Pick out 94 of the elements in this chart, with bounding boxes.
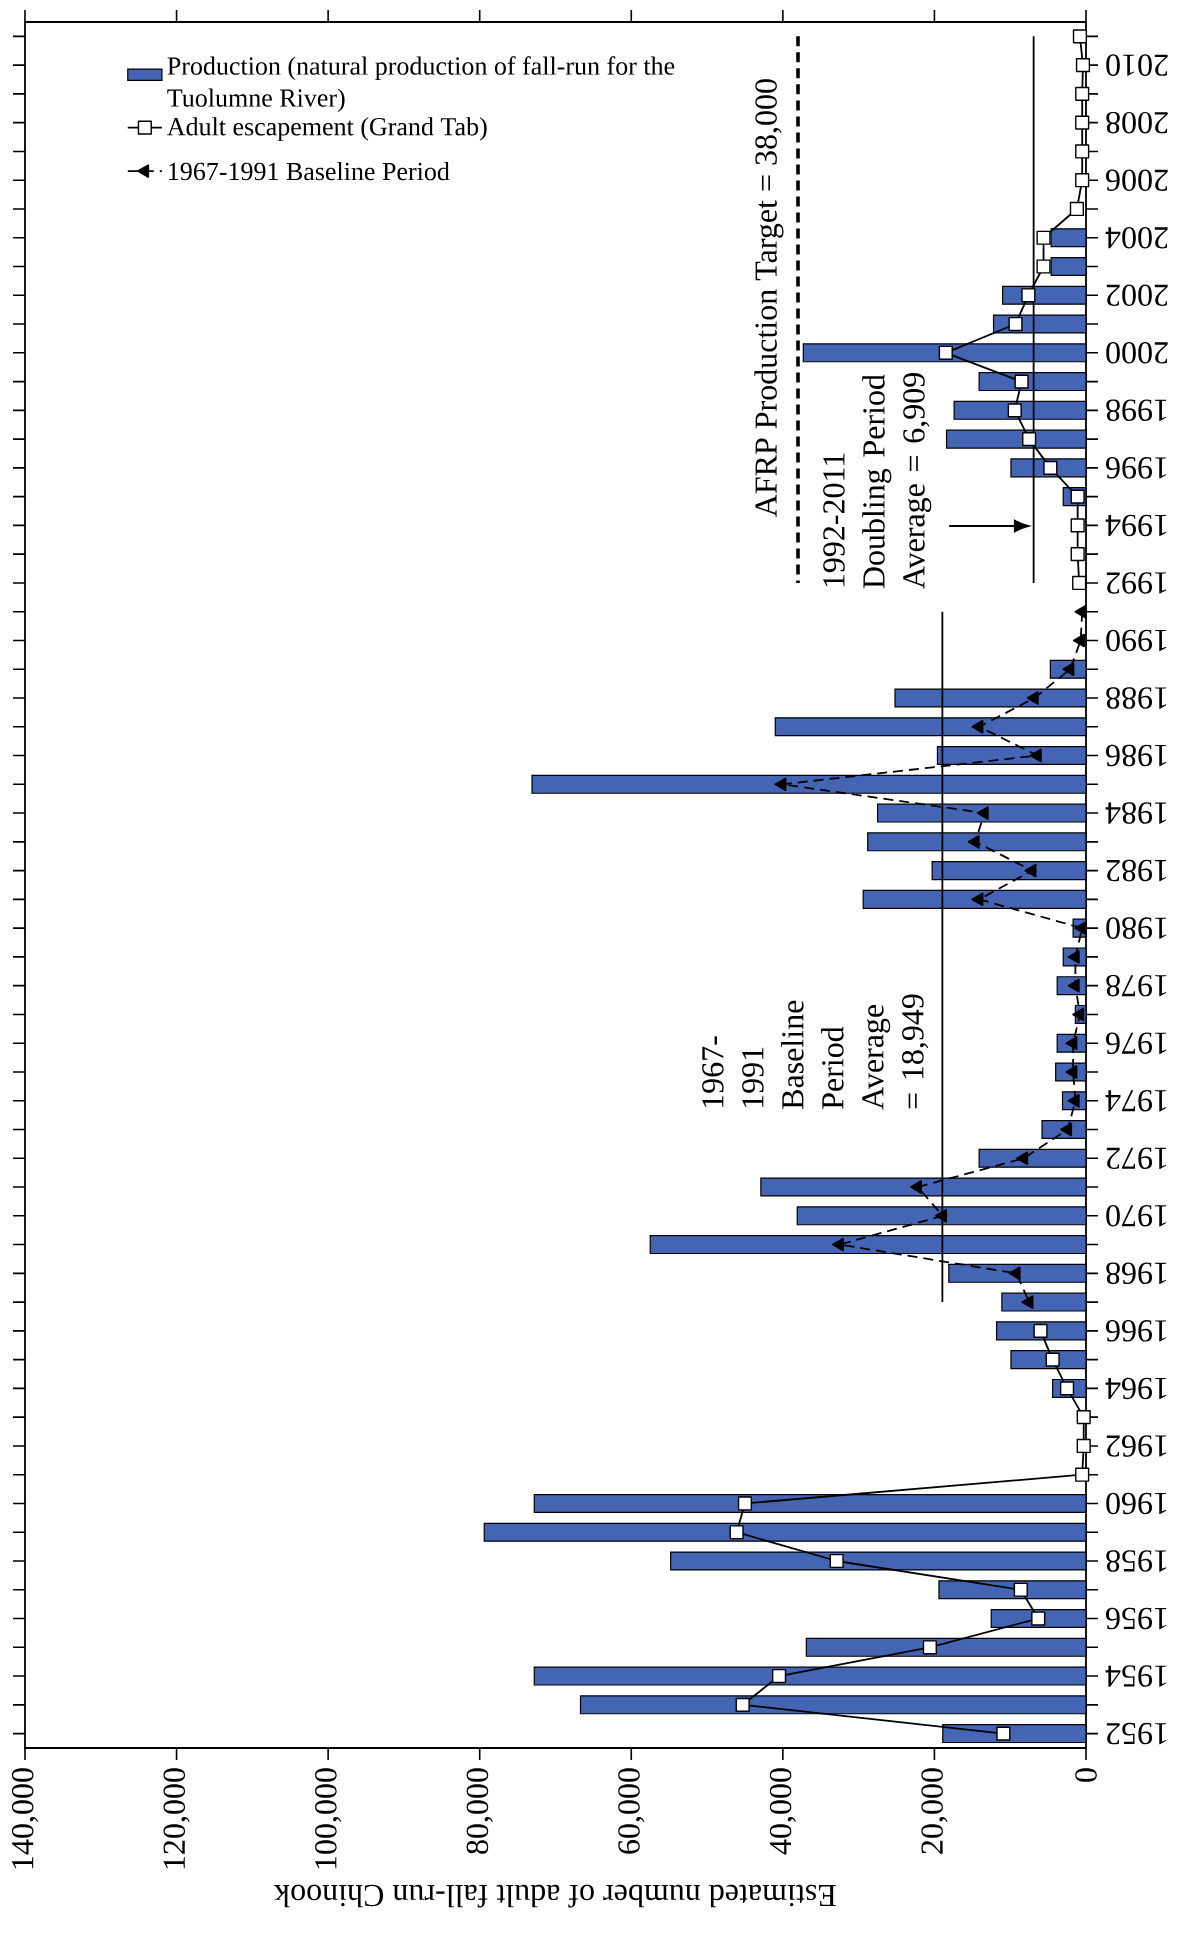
- point: [1013, 1582, 1028, 1597]
- point: [1074, 604, 1087, 619]
- annotation: 1967-1991 Baseline Period Average = 18,949: [702, 994, 929, 1110]
- point: [1076, 1410, 1091, 1425]
- y-tick-label: 1954: [1105, 1665, 1167, 1687]
- point: [1008, 316, 1023, 332]
- point: [910, 1180, 923, 1194]
- point: [1021, 1295, 1034, 1309]
- y-tick-label: 1968: [1106, 1262, 1167, 1285]
- point: [967, 835, 980, 849]
- point: [1043, 460, 1058, 475]
- point: [735, 1697, 750, 1712]
- point: [1076, 1438, 1091, 1454]
- point: [938, 345, 953, 360]
- point: [1016, 1151, 1029, 1166]
- x-tick-label: 20,000: [921, 1768, 948, 1854]
- point: [1029, 748, 1042, 763]
- y-tick-label: 2004: [1105, 226, 1168, 249]
- y-tick-label: 2006: [1106, 169, 1168, 191]
- y-tick-label: 1992: [1106, 572, 1167, 594]
- y-tick-label: 1970: [1106, 1205, 1167, 1227]
- legend-label: Production (natural production of fall-run for the Tuolumne River): [167, 56, 675, 113]
- y-tick-label: 2000: [1106, 342, 1168, 364]
- point: [1072, 29, 1088, 44]
- x-tick-label: 60,000: [618, 1768, 645, 1854]
- point: [1075, 86, 1090, 102]
- point: [1008, 1266, 1021, 1281]
- point: [1075, 144, 1090, 159]
- point: [1024, 863, 1037, 878]
- y-tick-label: 1982: [1106, 859, 1167, 882]
- y-tick-label: 1976: [1106, 1032, 1167, 1054]
- point: [1031, 1611, 1046, 1626]
- point: [1070, 547, 1085, 562]
- y-tick-label: 1964: [1105, 1377, 1167, 1400]
- point: [1036, 259, 1051, 274]
- y-tick-label: 2002: [1106, 284, 1168, 307]
- point: [971, 892, 984, 907]
- y-tick-label: 1994: [1105, 514, 1167, 537]
- point: [1021, 288, 1036, 303]
- y-tick-label: 1984: [1105, 802, 1167, 824]
- point: [1036, 230, 1051, 245]
- point: [829, 1553, 844, 1569]
- point: [1033, 1323, 1048, 1338]
- y-tick-label: 1990: [1106, 629, 1167, 652]
- x-tick-label: 0: [1075, 1768, 1097, 1782]
- point: [922, 1640, 937, 1655]
- x-tick-label: 100,000: [315, 1768, 342, 1869]
- y-tick-label: 1974: [1105, 1089, 1167, 1112]
- y-tick-label: 1966: [1106, 1320, 1167, 1342]
- point: [1075, 58, 1091, 73]
- x-tick-label: 140,000: [11, 1768, 39, 1869]
- point: [971, 719, 984, 734]
- x-axis-title: Estimated number of adult fall-run Chinook: [274, 1884, 836, 1908]
- y-tick-label: 1952: [1106, 1722, 1167, 1745]
- y-tick-label: 1978: [1106, 974, 1167, 997]
- point: [831, 1237, 844, 1252]
- y-tick-label: 2010: [1106, 54, 1168, 76]
- y-tick-label: 2008: [1106, 111, 1168, 134]
- point: [1026, 691, 1039, 705]
- y-tick-label: 1980: [1106, 917, 1167, 939]
- y-tick-label: 1998: [1106, 399, 1167, 422]
- y-tick-label: 1986: [1106, 744, 1167, 767]
- point: [935, 1209, 948, 1223]
- legend-label: Adult escapement (Grand Tab): [167, 117, 487, 141]
- y-tick-label: 1958: [1106, 1550, 1167, 1572]
- y-tick-label: 1956: [1106, 1607, 1167, 1630]
- point: [976, 806, 989, 820]
- point: [737, 1496, 753, 1511]
- y-tick-label: 1962: [1106, 1435, 1167, 1457]
- annotation: 1992-2011 Doubling Period Average = 6,909: [823, 373, 932, 589]
- x-tick-label: 40,000: [769, 1768, 796, 1855]
- y-tick-label: 1996: [1106, 457, 1167, 479]
- y-tick-label: 1988: [1106, 687, 1167, 709]
- point: [729, 1525, 744, 1540]
- point: [1075, 115, 1090, 130]
- point: [1070, 518, 1085, 533]
- point: [1072, 633, 1085, 648]
- point: [1075, 1467, 1090, 1482]
- annotation: AFRP Production Target = 38,000: [754, 79, 784, 517]
- y-tick-label: 1960: [1106, 1492, 1167, 1515]
- point: [996, 1726, 1011, 1741]
- x-tick-label: 80,000: [466, 1768, 493, 1854]
- point: [771, 1668, 787, 1684]
- point: [1022, 432, 1037, 447]
- point: [1014, 374, 1029, 389]
- point: [1045, 1352, 1060, 1367]
- point: [1075, 173, 1090, 188]
- legend-label: 1967-1991 Baseline Period: [169, 161, 450, 181]
- x-tick-label: 120,000: [163, 1768, 190, 1869]
- point: [1007, 403, 1022, 418]
- y-tick-label: 1972: [1106, 1147, 1167, 1170]
- point: [1069, 201, 1084, 217]
- point: [1072, 575, 1087, 591]
- point: [774, 777, 787, 792]
